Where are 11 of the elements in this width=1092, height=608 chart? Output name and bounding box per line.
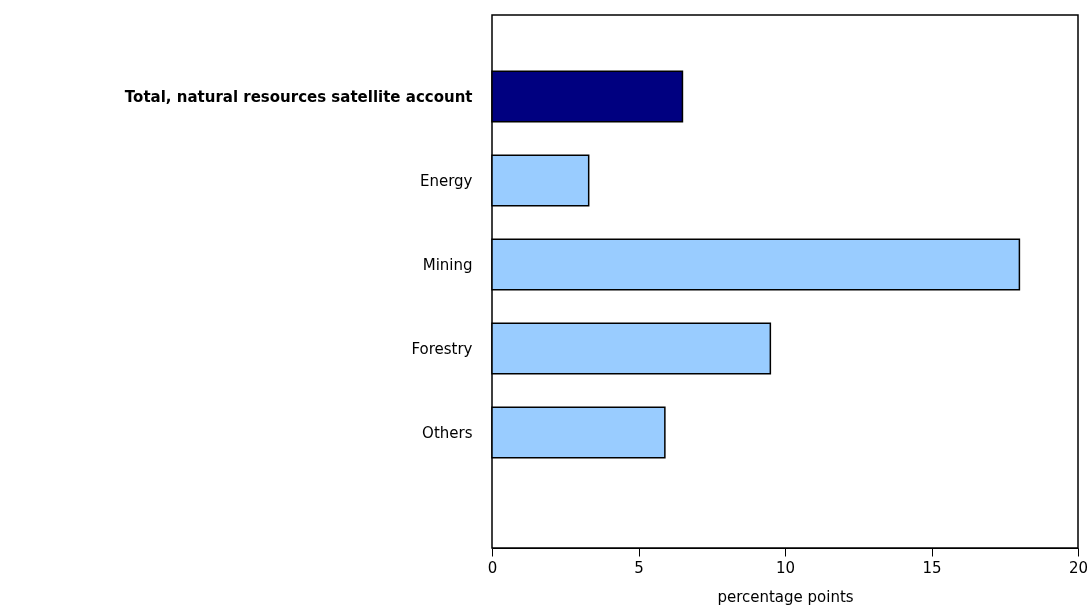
x-tick-label: 15 <box>922 558 942 577</box>
y-tick-label: Energy <box>419 171 473 190</box>
y-tick-label: Forestry <box>411 339 473 358</box>
x-tick-label: 20 <box>1068 558 1089 577</box>
x-tick-label: 0 <box>487 558 498 577</box>
x-tick-label: 5 <box>634 558 644 577</box>
x-tick-label: 10 <box>775 558 796 577</box>
y-tick-label: Total, natural resources satellite account <box>124 87 473 106</box>
x-axis-title: percentage points <box>717 587 854 606</box>
y-tick-label: Others <box>422 423 473 442</box>
y-tick-label: Mining <box>422 255 473 274</box>
